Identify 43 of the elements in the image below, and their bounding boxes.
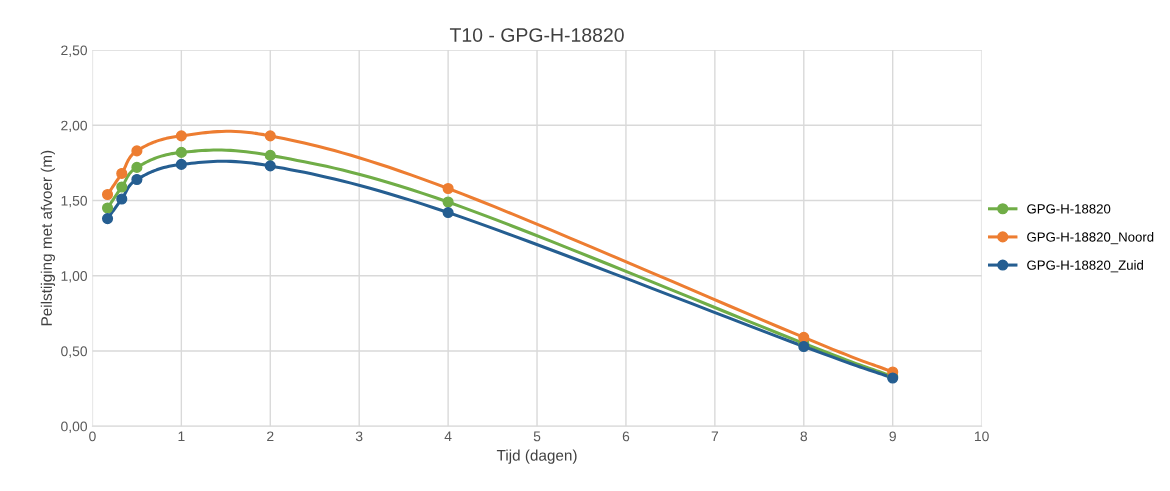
x-tick-label: 7 <box>711 431 719 442</box>
x-tick-label: 9 <box>889 431 896 442</box>
point <box>264 130 276 142</box>
legend-label: GPG-H-18820 <box>1027 204 1111 214</box>
y-tick-label: 2,50 <box>61 45 88 57</box>
y-tick-label: 1,50 <box>61 195 88 208</box>
point <box>798 340 810 353</box>
point <box>442 196 454 208</box>
point <box>175 130 187 142</box>
point <box>442 182 454 195</box>
x-tick-label: 3 <box>355 431 363 442</box>
point <box>442 207 454 219</box>
point <box>116 181 128 193</box>
point <box>798 331 810 343</box>
x-tick-label: 0 <box>89 431 96 442</box>
x-tick-label: 6 <box>622 431 630 442</box>
x-tick-label: 2 <box>267 431 274 442</box>
y-axis-title: Peilstijging met afvoer (m) <box>40 150 55 326</box>
point <box>131 173 143 186</box>
point <box>101 202 114 214</box>
point <box>131 161 143 173</box>
legend-label: GPG-H-18820_Zuid <box>1027 260 1143 273</box>
point <box>101 213 114 225</box>
y-tick-label: 1,00 <box>61 271 88 283</box>
point <box>101 188 114 201</box>
legend-label: GPG-H-18820_Noord <box>1027 231 1154 245</box>
point <box>116 193 128 205</box>
point <box>264 160 276 172</box>
point <box>264 149 276 161</box>
x-tick-label: 1 <box>178 431 185 442</box>
y-tick-label: 0,00 <box>61 421 88 433</box>
point <box>175 146 187 158</box>
chart-title: T10 - GPG-H-18820 <box>449 28 624 42</box>
x-tick-label: 10 <box>974 431 989 442</box>
x-tick-label: 5 <box>533 431 541 442</box>
point <box>131 145 143 157</box>
y-tick-label: 2,00 <box>61 120 88 133</box>
x-tick-label: 8 <box>800 431 808 442</box>
x-axis-title: Tijd (dagen) <box>496 449 577 464</box>
x-tick-label: 4 <box>444 431 452 442</box>
point <box>116 167 128 180</box>
y-tick-label: 0,50 <box>61 346 88 358</box>
point <box>175 158 187 170</box>
